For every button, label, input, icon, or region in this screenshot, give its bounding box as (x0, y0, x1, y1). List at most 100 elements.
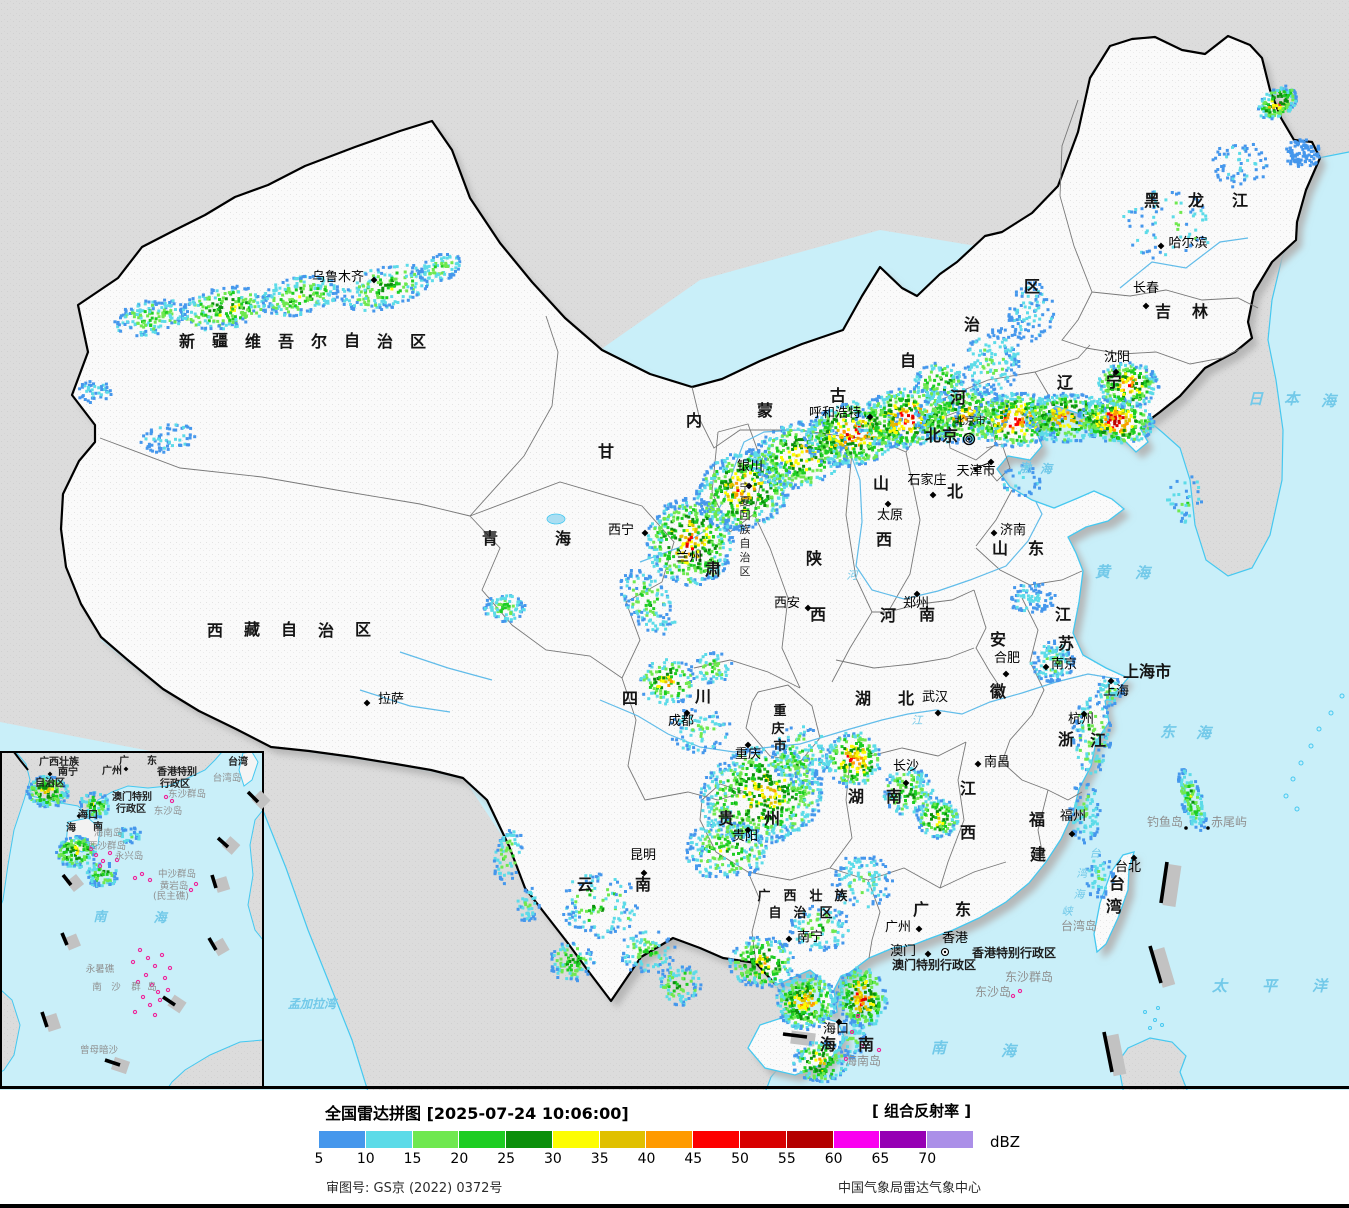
radar-echo-pixel (750, 468, 754, 472)
radar-echo-pixel (703, 501, 707, 505)
radar-echo-pixel (367, 299, 371, 303)
radar-echo-pixel (766, 468, 770, 472)
radar-echo-pixel (1147, 415, 1151, 419)
radar-echo-pixel (856, 436, 860, 440)
radar-echo-pixel (781, 476, 785, 480)
radar-echo-pixel (1048, 325, 1052, 329)
radar-echo-pixel (197, 316, 201, 320)
radar-echo-pixel (406, 285, 410, 289)
radar-echo-pixel (1015, 438, 1019, 442)
radar-echo-pixel (78, 396, 82, 400)
radar-echo-pixel (1123, 424, 1127, 427)
radar-echo-pixel (394, 277, 398, 281)
radar-echo-pixel (136, 304, 140, 308)
radar-echo-pixel (1118, 416, 1122, 420)
radar-echo-pixel (991, 401, 995, 405)
radar-echo-pixel (953, 431, 957, 435)
radar-echo-pixel (1051, 396, 1054, 399)
radar-echo-pixel (950, 384, 954, 388)
radar-echo-pixel (766, 494, 770, 498)
radar-echo-pixel (261, 301, 265, 305)
radar-echo-pixel (1108, 418, 1112, 422)
radar-echo-pixel (775, 437, 779, 440)
radar-echo-pixel (708, 519, 712, 523)
radar-echo-pixel (1113, 412, 1117, 416)
radar-echo-pixel (644, 607, 648, 611)
radar-echo-pixel (1026, 393, 1030, 397)
radar-echo-pixel (925, 381, 929, 385)
radar-echo-pixel (816, 442, 820, 446)
radar-echo-pixel (891, 438, 895, 441)
radar-echo-pixel (945, 371, 949, 375)
radar-echo-pixel (833, 411, 837, 415)
radar-echo-pixel (891, 420, 895, 424)
radar-echo-pixel (1026, 424, 1029, 428)
radar-echo-pixel (1010, 318, 1014, 322)
radar-echo-pixel (684, 498, 688, 502)
radar-echo-pixel (1129, 413, 1133, 417)
radar-echo-pixel (1014, 373, 1018, 377)
radar-echo-pixel (663, 504, 667, 508)
radar-echo-pixel (834, 449, 838, 453)
radar-echo-pixel (957, 379, 960, 383)
radar-echo-pixel (932, 387, 936, 391)
radar-echo-pixel (664, 562, 668, 566)
radar-echo-pixel (234, 321, 238, 325)
radar-echo-pixel (1056, 433, 1060, 436)
radar-echo-pixel (1111, 417, 1115, 421)
radar-echo-pixel (883, 450, 887, 454)
radar-echo-pixel (1028, 306, 1032, 310)
radar-echo-pixel (897, 421, 901, 425)
radar-echo-pixel (714, 510, 718, 514)
radar-echo-pixel (735, 508, 739, 512)
radar-echo-pixel (655, 515, 659, 519)
radar-echo-pixel (1019, 328, 1023, 332)
radar-echo-pixel (623, 597, 627, 601)
radar-echo-pixel (981, 398, 985, 401)
radar-echo-pixel (1134, 365, 1138, 369)
radar-echo-pixel (904, 410, 908, 414)
radar-echo-pixel (1010, 346, 1014, 350)
radar-echo-pixel (1111, 428, 1115, 432)
radar-echo-pixel (386, 286, 390, 290)
radar-echo-pixel (912, 402, 916, 406)
radar-echo-pixel (814, 418, 818, 422)
radar-echo-pixel (1018, 331, 1022, 335)
radar-echo-pixel (246, 286, 250, 290)
radar-echo-pixel (169, 304, 173, 308)
radar-echo-pixel (974, 340, 978, 344)
radar-echo-pixel (625, 578, 629, 581)
radar-echo-pixel (798, 471, 802, 475)
radar-echo-pixel (313, 303, 317, 307)
radar-echo-pixel (720, 481, 724, 485)
radar-echo-pixel (362, 297, 366, 301)
radar-echo-pixel (650, 590, 654, 594)
radar-echo-pixel (976, 359, 980, 363)
radar-echo-pixel (788, 455, 792, 459)
radar-echo-pixel (930, 367, 934, 371)
radar-echo-pixel (231, 289, 235, 293)
radar-echo-pixel (790, 478, 794, 482)
radar-echo-pixel (968, 406, 971, 410)
radar-echo-pixel (738, 524, 742, 528)
radar-echo-pixel (448, 273, 452, 277)
radar-echo-pixel (748, 448, 752, 452)
radar-echo-pixel (1012, 319, 1016, 322)
radar-echo-pixel (290, 305, 294, 309)
radar-echo-pixel (914, 400, 918, 404)
radar-echo-pixel (1016, 343, 1020, 347)
radar-echo-pixel (826, 411, 830, 415)
radar-echo-pixel (439, 278, 443, 282)
radar-echo-pixel (1018, 324, 1022, 328)
radar-echo-pixel (640, 616, 644, 620)
radar-echo-pixel (130, 311, 134, 315)
radar-echo-pixel (769, 513, 773, 517)
radar-echo-pixel (770, 509, 774, 513)
radar-echo-pixel (956, 411, 960, 415)
radar-echo-pixel (782, 501, 786, 505)
radar-echo-pixel (1015, 311, 1019, 315)
radar-echo-pixel (775, 446, 779, 450)
radar-echo-pixel (987, 421, 991, 425)
radar-echo-pixel (666, 570, 669, 574)
radar-echo-pixel (862, 449, 865, 453)
